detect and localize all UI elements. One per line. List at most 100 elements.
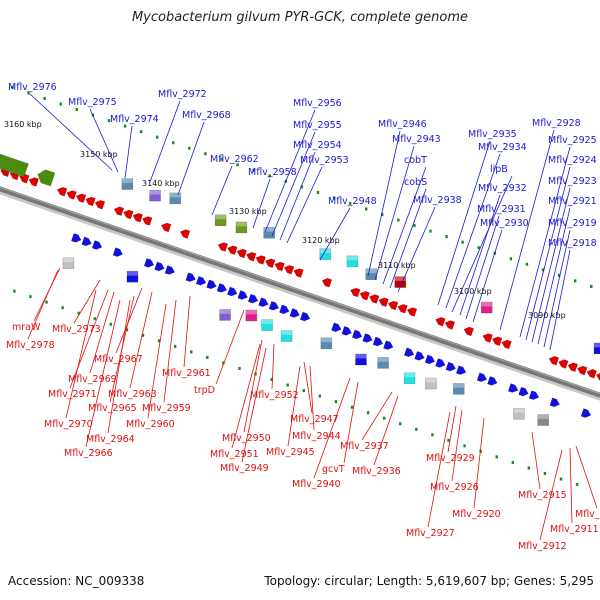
feature-box-shine: [321, 338, 332, 342]
forward-gene: [92, 240, 103, 250]
forward-gene-label: Mflv_2924: [548, 155, 597, 166]
reverse-gene-shape: [368, 293, 379, 303]
tick-dot: [287, 384, 289, 387]
reverse-gene-shape: [113, 205, 124, 215]
tick-dot: [399, 422, 401, 425]
feature-box-shine: [246, 310, 257, 314]
reverse-gene: [236, 248, 247, 258]
forward-gene-shape: [217, 283, 228, 293]
reverse-gene-label: Mflv_2969: [68, 374, 117, 385]
forward-gene-label: Mflv_2935: [468, 129, 517, 140]
forward-gene: [383, 341, 394, 351]
forward-gene-label: Mflv_2962: [210, 154, 259, 165]
forward-gene: [300, 312, 311, 322]
reverse-gene-shape: [236, 248, 247, 258]
forward-gene-shape: [331, 323, 342, 333]
reverse-gene: [463, 326, 474, 336]
reverse-gene: [359, 290, 370, 300]
reverse-leader: [74, 280, 100, 323]
tick-dot: [94, 317, 96, 320]
reverse-leader: [304, 362, 312, 413]
tick-dot: [76, 108, 78, 111]
reverse-gene-shape: [444, 319, 455, 329]
forward-gene-label: Mflv_2976: [8, 82, 57, 93]
forward-gene: [186, 273, 197, 283]
reverse-gene-shape: [586, 368, 597, 378]
tick-dot: [528, 466, 530, 469]
feature-box-shine: [236, 222, 247, 226]
forward-gene: [425, 355, 436, 365]
forward-gene-label: Mflv_2921: [548, 196, 597, 207]
forward-leader: [446, 154, 500, 308]
reverse-gene-label: Mflv_2940: [292, 479, 341, 490]
reverse-gene-label: Mflv_2978: [6, 340, 55, 351]
forward-gene-shape: [227, 287, 238, 297]
reverse-gene: [56, 186, 67, 196]
tick-dot: [351, 406, 353, 409]
forward-gene-label: Mflv_2938: [413, 195, 462, 206]
forward-gene: [415, 351, 426, 361]
reverse-leader: [474, 418, 484, 508]
reverse-gene-label: Mflv_2952: [250, 390, 299, 401]
reverse-gene-label: Mflv_2936: [352, 466, 401, 477]
feature-box: [63, 258, 74, 269]
feature-box: [220, 309, 231, 320]
reverse-gene: [179, 228, 190, 238]
feature-box-shine: [366, 269, 377, 273]
reverse-gene-label: Mflv_2910: [575, 509, 600, 520]
reverse-gene-label: Mflv_2965: [88, 403, 137, 414]
forward-gene-label: Mflv_2954: [293, 140, 342, 151]
forward-gene-label: Mflv_2943: [392, 134, 441, 145]
forward-gene: [342, 326, 353, 336]
tick-dot: [110, 323, 112, 326]
tick-dot: [512, 461, 514, 464]
reverse-gene-shape: [482, 332, 493, 342]
reverse-gene-label: Mflv_2951: [210, 449, 259, 460]
reverse-gene-shape: [359, 290, 370, 300]
reverse-gene-shape: [255, 254, 266, 264]
tick-dot: [172, 141, 174, 144]
feature-box: [378, 357, 389, 368]
forward-gene-shape: [279, 305, 290, 315]
reverse-gene: [283, 264, 294, 274]
feature-box: [594, 343, 600, 354]
reverse-gene-shape: [141, 215, 152, 225]
reverse-gene-label: Mflv_2927: [406, 528, 455, 539]
tick-dot: [447, 439, 449, 442]
forward-gene-shape: [352, 330, 363, 340]
reverse-gene-label: Mflv_2947: [290, 414, 339, 425]
tick-dot: [29, 295, 31, 298]
tick-dot: [413, 224, 415, 227]
forward-gene-label: Mflv_2955: [293, 120, 342, 131]
forward-gene-label: Mflv_2974: [110, 114, 159, 125]
reverse-gene-label: Mflv_2915: [518, 490, 567, 501]
tick-dot: [206, 356, 208, 359]
reverse-gene-shape: [245, 251, 256, 261]
reverse-leader: [164, 300, 176, 402]
reverse-gene-shape: [377, 296, 388, 306]
reverse-gene-shape: [28, 176, 39, 186]
tick-dot: [190, 350, 192, 353]
forward-gene-shape: [92, 240, 103, 250]
forward-gene: [144, 258, 155, 268]
feature-box: [246, 310, 257, 321]
reverse-leader: [374, 396, 398, 465]
reverse-gene-label: Mflv_2964: [86, 434, 135, 445]
reverse-gene: [94, 199, 105, 209]
forward-gene-shape: [508, 384, 519, 394]
reverse-leader: [148, 304, 166, 418]
feature-box: [481, 302, 492, 313]
reverse-gene-shape: [434, 316, 445, 326]
reverse-gene: [377, 296, 388, 306]
forward-gene-shape: [456, 366, 467, 376]
forward-gene-shape: [186, 273, 197, 283]
forward-gene: [238, 291, 249, 301]
forward-gene-label: Mflv_2934: [478, 142, 527, 153]
reverse-gene: [321, 277, 332, 287]
reverse-leader: [116, 288, 142, 353]
forward-gene-shape: [300, 312, 311, 322]
feature-box-shine: [63, 258, 74, 262]
reverse-gene: [28, 176, 39, 186]
feature-box: [404, 373, 415, 384]
forward-gene-label: Mflv_2948: [328, 196, 377, 207]
